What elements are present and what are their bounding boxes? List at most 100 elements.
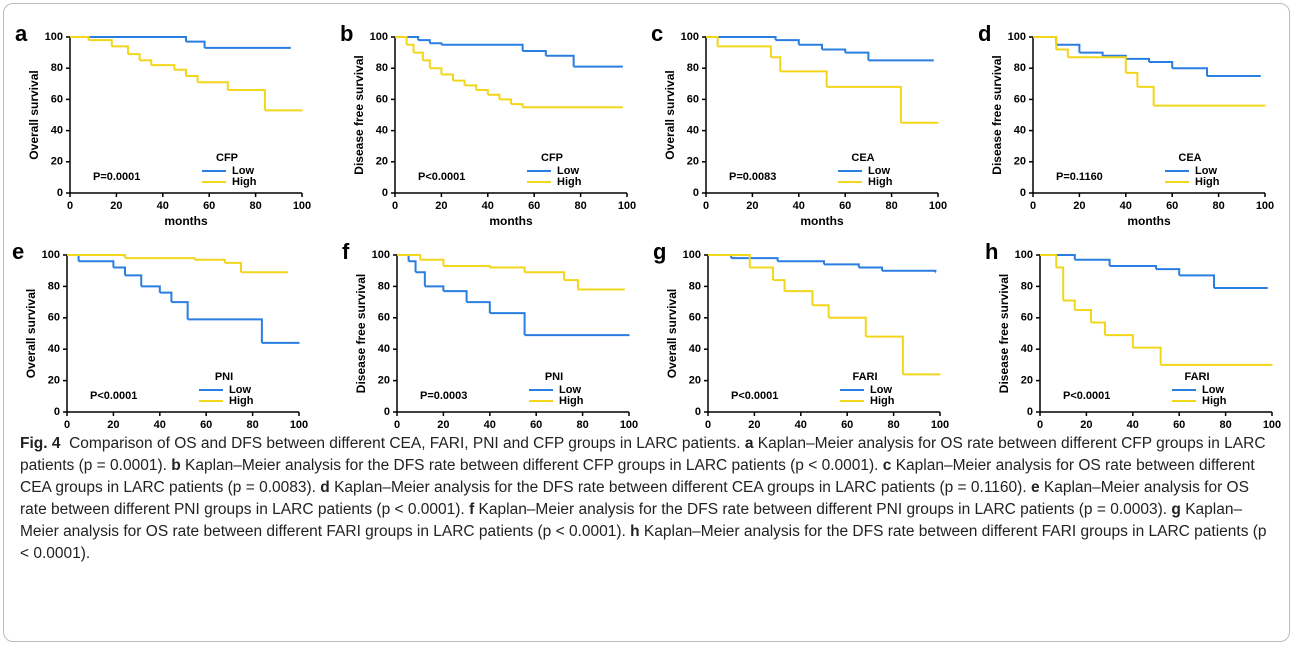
caption: Fig. 4 Comparison of OS and DFS between … [20,433,1275,565]
caption-letter: b [171,457,181,474]
y-tick-label: 40 [689,343,701,355]
survival-step [858,266,883,271]
legend-label: High [870,395,895,407]
survival-step [487,93,501,100]
survival-step [1179,274,1215,288]
survival-step [186,75,199,83]
legend-label: Low [232,165,254,177]
survival-step [1040,254,1058,268]
y-tick-label: 0 [1020,187,1026,199]
x-tick-label: 80 [249,200,261,212]
x-tick-label: 80 [576,419,588,430]
x-tick-label: 20 [435,200,447,212]
y-tick-label: 100 [42,249,60,261]
x-tick-label: 100 [293,200,311,212]
legend-title: FARI [1184,371,1209,383]
survival-step [1067,56,1127,73]
x-tick-label: 40 [1127,419,1139,430]
x-tick-label: 60 [530,419,542,430]
panel-label: a [15,21,28,46]
x-tick-label: 60 [1166,200,1178,212]
caption-letter: f [469,501,475,518]
survival-step [706,36,719,47]
caption-part: Kaplan–Meier analysis for OS rate betwee… [20,501,1243,540]
survival-step [418,39,431,44]
y-tick-label: 20 [1021,375,1033,387]
x-tick-label: 100 [620,419,638,430]
survival-step [1033,36,1058,50]
x-tick-label: 20 [110,200,122,212]
y-tick-label: 80 [687,62,699,74]
caption-letter: d [320,479,330,496]
x-tick-label: 40 [484,419,496,430]
survival-step [443,290,468,303]
y-axis-label: Disease free survival [990,55,1004,174]
panel-label: f [342,239,350,264]
survival-step [70,36,90,41]
legend-title: CFP [216,152,238,164]
caption-letter: c [882,457,892,474]
survival-step [1056,43,1081,53]
x-tick-label: 60 [841,419,853,430]
x-tick-label: 60 [839,200,851,212]
survival-step [1156,268,1181,276]
x-tick-label: 60 [203,200,215,212]
x-axis-label: months [164,214,208,228]
y-tick-label: 60 [376,93,388,105]
survival-step [125,274,143,287]
x-tick-label: 20 [1073,200,1085,212]
x-tick-label: 60 [528,200,540,212]
survival-step [882,269,937,273]
legend-label: High [868,176,893,188]
y-tick-label: 80 [689,280,701,292]
survival-step [499,98,512,105]
legend-label: Low [559,384,581,396]
x-axis-label: months [800,214,844,228]
x-tick-label: 0 [1037,419,1043,430]
legend-title: PNI [545,371,563,383]
survival-step [812,304,830,318]
survival-step [441,73,454,81]
caption-part: Kaplan–Meier analysis for OS rate betwee… [20,479,1249,518]
survival-step [413,51,424,61]
x-tick-label: 80 [887,419,899,430]
x-tick-label: 80 [1212,200,1224,212]
survival-step [708,254,751,268]
y-tick-label: 0 [384,406,390,418]
legend-title: CEA [851,152,874,164]
survival-step [1104,334,1134,348]
x-tick-label: 100 [1256,200,1274,212]
survival-step [159,291,173,303]
y-tick-label: 0 [57,187,63,199]
annotation: P=0.0083 [729,171,776,183]
x-tick-label: 40 [793,200,805,212]
x-tick-label: 40 [157,200,169,212]
survival-step [822,48,847,53]
y-tick-label: 40 [1021,343,1033,355]
legend-label: High [232,176,257,188]
x-tick-label: 0 [67,200,73,212]
panel-label: d [978,21,991,46]
survival-step [770,56,782,72]
survival-step [731,257,779,262]
panel-label: c [651,21,663,46]
annotation: P=0.0003 [420,390,467,402]
survival-step [489,312,526,336]
y-axis-label: Overall survival [27,70,41,159]
y-tick-label: 40 [1014,125,1026,137]
survival-step [78,260,115,268]
legend-label: High [229,395,254,407]
survival-step [125,257,196,260]
legend-label: High [557,176,582,188]
survival-step [395,36,408,45]
survival-step [141,285,161,293]
x-tick-label: 60 [1173,419,1185,430]
survival-step [564,279,579,290]
caption-letter: h [630,523,640,540]
y-tick-label: 60 [378,312,390,324]
x-tick-label: 20 [437,419,449,430]
survival-step [113,266,126,276]
y-tick-label: 0 [693,187,699,199]
y-tick-label: 20 [51,156,63,168]
x-tick-label: 0 [394,419,400,430]
